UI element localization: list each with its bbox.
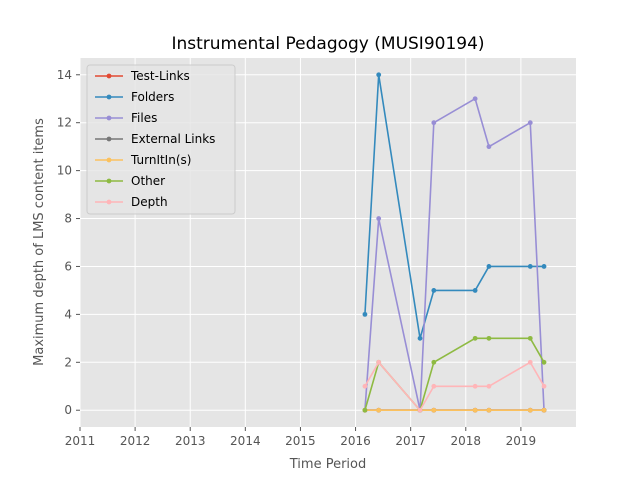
legend-marker bbox=[106, 178, 112, 184]
data-point-files bbox=[486, 144, 492, 150]
y-tick-label: 0 bbox=[64, 403, 72, 417]
data-point-depth bbox=[431, 383, 437, 389]
data-point-folders bbox=[486, 264, 492, 269]
data-point-files bbox=[431, 120, 437, 126]
data-point-turnitin-s bbox=[431, 407, 437, 413]
data-point-files bbox=[472, 96, 478, 102]
x-tick-label: 2017 bbox=[395, 434, 426, 448]
y-tick-label: 6 bbox=[64, 259, 72, 273]
legend-label: External Links bbox=[131, 132, 215, 146]
x-tick-label: 2012 bbox=[120, 434, 151, 448]
data-point-depth bbox=[527, 359, 533, 365]
data-point-turnitin-s bbox=[376, 407, 382, 413]
x-tick-label: 2016 bbox=[340, 434, 371, 448]
legend-label: Folders bbox=[131, 90, 174, 104]
legend-marker bbox=[106, 73, 112, 79]
data-point-depth bbox=[541, 383, 547, 389]
series-line-depth bbox=[364, 360, 545, 412]
data-point-other bbox=[486, 335, 492, 341]
x-tick-label: 2019 bbox=[506, 434, 537, 448]
data-point-other bbox=[472, 335, 478, 341]
data-point-depth bbox=[417, 407, 423, 413]
data-point-folders bbox=[541, 264, 547, 269]
y-tick-label: 12 bbox=[57, 116, 72, 130]
data-point-folders bbox=[527, 264, 533, 269]
data-point-folders bbox=[362, 311, 368, 317]
y-axis-ticks: 0 2 4 6 8 10 12 14 bbox=[57, 68, 80, 417]
y-tick-label: 4 bbox=[64, 307, 72, 321]
data-point-folders bbox=[472, 288, 478, 293]
y-axis-title: Maximum depth of LMS content items bbox=[32, 118, 47, 366]
legend-marker bbox=[106, 157, 112, 163]
x-tick-label: 2011 bbox=[65, 434, 96, 448]
y-tick-label: 2 bbox=[64, 355, 72, 369]
data-point-depth bbox=[362, 383, 368, 389]
x-axis-ticks: 2011 2012 2013 2014 2015 2016 2017 2018 2019 bbox=[65, 427, 536, 448]
legend-box bbox=[86, 64, 236, 215]
chart-title: Instrumental Pedagogy (MUSI90194) bbox=[171, 34, 484, 54]
data-point-other bbox=[541, 359, 547, 365]
legend-label: TurnItIn(s) bbox=[130, 153, 191, 167]
series-lines bbox=[362, 72, 547, 413]
data-point-folders bbox=[431, 288, 437, 293]
data-point-turnitin-s bbox=[486, 407, 492, 413]
legend-label: Test-Links bbox=[130, 69, 190, 83]
y-tick-label: 10 bbox=[57, 164, 72, 178]
series-line-folders bbox=[364, 74, 545, 339]
legend-label: Depth bbox=[131, 195, 168, 209]
legend-marker bbox=[106, 136, 112, 142]
data-point-files bbox=[376, 216, 382, 221]
y-tick-label: 14 bbox=[57, 68, 72, 82]
data-point-folders bbox=[417, 335, 423, 341]
data-point-turnitin-s bbox=[472, 407, 478, 413]
series-line-files bbox=[364, 97, 545, 411]
data-point-other bbox=[527, 335, 533, 341]
legend: Test-Links Folders Files External Links Turn… bbox=[86, 64, 236, 215]
legend-marker bbox=[106, 199, 112, 205]
data-point-turnitin-s bbox=[527, 407, 533, 413]
data-point-depth bbox=[472, 383, 478, 389]
legend-marker bbox=[106, 115, 112, 121]
data-point-depth bbox=[376, 359, 382, 365]
data-point-other bbox=[431, 359, 437, 365]
data-point-files bbox=[527, 120, 533, 126]
legend-label: Files bbox=[131, 111, 157, 125]
x-tick-label: 2013 bbox=[175, 434, 206, 448]
x-tick-label: 2015 bbox=[285, 434, 316, 448]
x-tick-label: 2014 bbox=[230, 434, 261, 448]
legend-label: Other bbox=[131, 174, 165, 188]
legend-marker bbox=[106, 94, 112, 100]
data-point-depth bbox=[486, 383, 492, 389]
data-point-other bbox=[362, 407, 368, 413]
data-point-folders bbox=[376, 72, 382, 78]
data-point-turnitin-s bbox=[541, 407, 547, 413]
y-tick-label: 8 bbox=[64, 212, 72, 226]
x-axis-title: Time Period bbox=[289, 457, 366, 472]
x-tick-label: 2018 bbox=[451, 434, 482, 448]
